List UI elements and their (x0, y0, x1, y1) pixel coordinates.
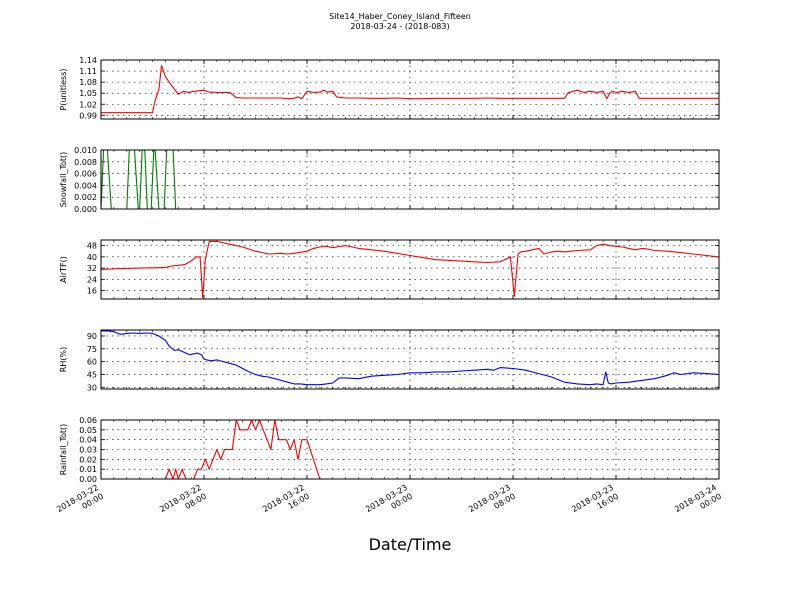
subplot-stack: 0.991.021.051.081.111.14P(unitless)0.000… (59, 56, 720, 484)
y-axis-label: Snowfall_Tot() (59, 152, 68, 208)
axes-frame (100, 239, 720, 300)
y-tick-label: 0.03 (79, 446, 97, 455)
chart-title: Site14_Haber_Coney_Island_Fifteen (329, 12, 471, 21)
y-tick-label: 24 (87, 275, 97, 284)
plot-area (101, 60, 719, 119)
subplot-5: 0.000.010.020.030.040.050.06 Rainfall_Tot… (59, 416, 720, 484)
y-tick-label: 0.01 (79, 465, 97, 474)
y-tick-label: 90 (87, 332, 97, 341)
y-tick-label: 0.99 (79, 111, 97, 120)
y-tick-label: 40 (87, 253, 97, 262)
y-tick-label: 0.02 (79, 455, 97, 464)
y-tick-label: 0.00 (79, 475, 97, 484)
y-tick-label: 0.04 (79, 436, 97, 445)
plot-area (101, 240, 719, 299)
y-tick-label: 0.06 (79, 416, 97, 425)
chart-subtitle: 2018-03-24 - (2018-083) (350, 22, 449, 31)
y-tick-label: 16 (87, 287, 97, 296)
y-tick-label: 75 (87, 345, 97, 354)
y-tick-label: 0.000 (74, 205, 97, 214)
subplot-4: 30 45 60 75 90 RH(%) (59, 329, 720, 392)
y-tick-label: 0.002 (74, 193, 97, 202)
y-tick-label: 30 (87, 383, 97, 392)
axes-frame (100, 419, 720, 480)
series-line (101, 419, 719, 480)
subplot-3: 16 24 32 40 48 AirTF() (59, 239, 720, 300)
subplot-2: 0.000 0.002 0.004 0.006 0.008 0.010 Snowfall_T… (59, 146, 720, 214)
y-tick-label: 48 (87, 242, 97, 251)
y-tick-label: 0.008 (74, 158, 97, 167)
y-tick-label: 0.004 (74, 181, 97, 190)
y-axis-label: P(unitless) (59, 68, 68, 110)
axes-frame (100, 329, 720, 390)
axes-frame (100, 59, 720, 120)
y-tick-label: 0.05 (79, 426, 97, 435)
y-tick-label: 60 (87, 358, 97, 367)
y-tick-label: 1.11 (79, 67, 97, 76)
y-tick-label: 1.02 (79, 100, 97, 109)
y-tick-label: 45 (87, 370, 97, 379)
axes-frame (100, 149, 720, 210)
x-axis-label: Date/Time (369, 535, 452, 554)
y-axis-label: RH(%) (59, 347, 68, 372)
y-tick-label: 1.05 (79, 89, 97, 98)
y-tick-label: 0.010 (74, 146, 97, 155)
subplot-1: 0.99 1.02 1.05 1.08 1.11 1.14 P(unitless) (59, 56, 720, 120)
y-tick-label: 1.08 (79, 78, 97, 87)
plot-area (101, 150, 719, 209)
y-axis-label: Rainfall_Tot() (59, 424, 68, 476)
series-line (101, 64, 719, 114)
series-line (101, 330, 720, 386)
series-line (100, 240, 720, 299)
y-tick-label: 1.14 (79, 56, 97, 65)
y-tick-label: 0.006 (74, 170, 97, 179)
y-tick-label: 32 (87, 264, 97, 273)
y-axis-label: AirTF() (59, 256, 68, 283)
